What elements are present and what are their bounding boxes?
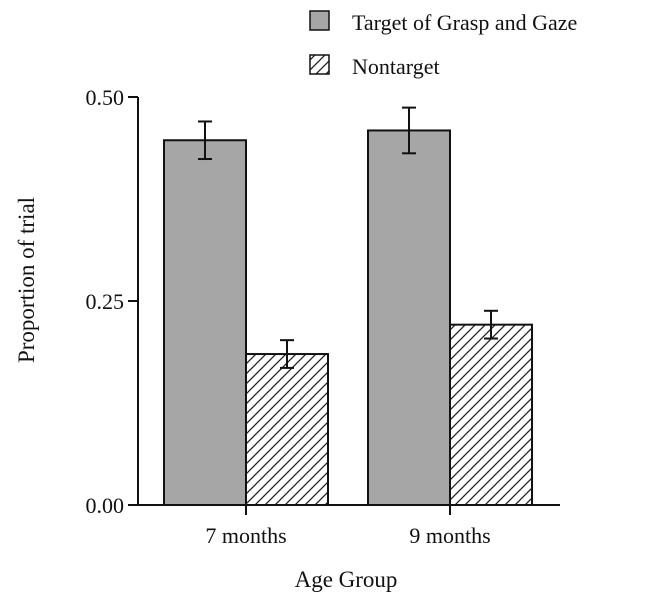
axes: 0.00 0.25 0.50 7 months 9 months xyxy=(86,85,560,548)
bars xyxy=(163,129,533,507)
x-tick-label: 7 months xyxy=(205,523,286,548)
x-axis-title: Age Group xyxy=(295,567,398,592)
legend: Target of Grasp and Gaze Nontarget xyxy=(309,10,577,79)
legend-swatch-target xyxy=(309,10,330,31)
bar xyxy=(449,323,533,506)
bar xyxy=(163,139,247,507)
y-tick-label: 0.50 xyxy=(86,85,125,110)
legend-swatch-nontarget xyxy=(309,54,330,75)
bar xyxy=(367,129,451,506)
y-axis-title: Proportion of trial xyxy=(14,197,39,363)
error-bars xyxy=(198,106,498,369)
x-tick-label: 9 months xyxy=(409,523,490,548)
legend-label-target: Target of Grasp and Gaze xyxy=(352,10,577,35)
y-tick-label: 0.25 xyxy=(86,289,125,314)
y-tick-label: 0.00 xyxy=(86,493,125,518)
bar xyxy=(245,353,329,507)
legend-label-nontarget: Nontarget xyxy=(352,54,440,79)
